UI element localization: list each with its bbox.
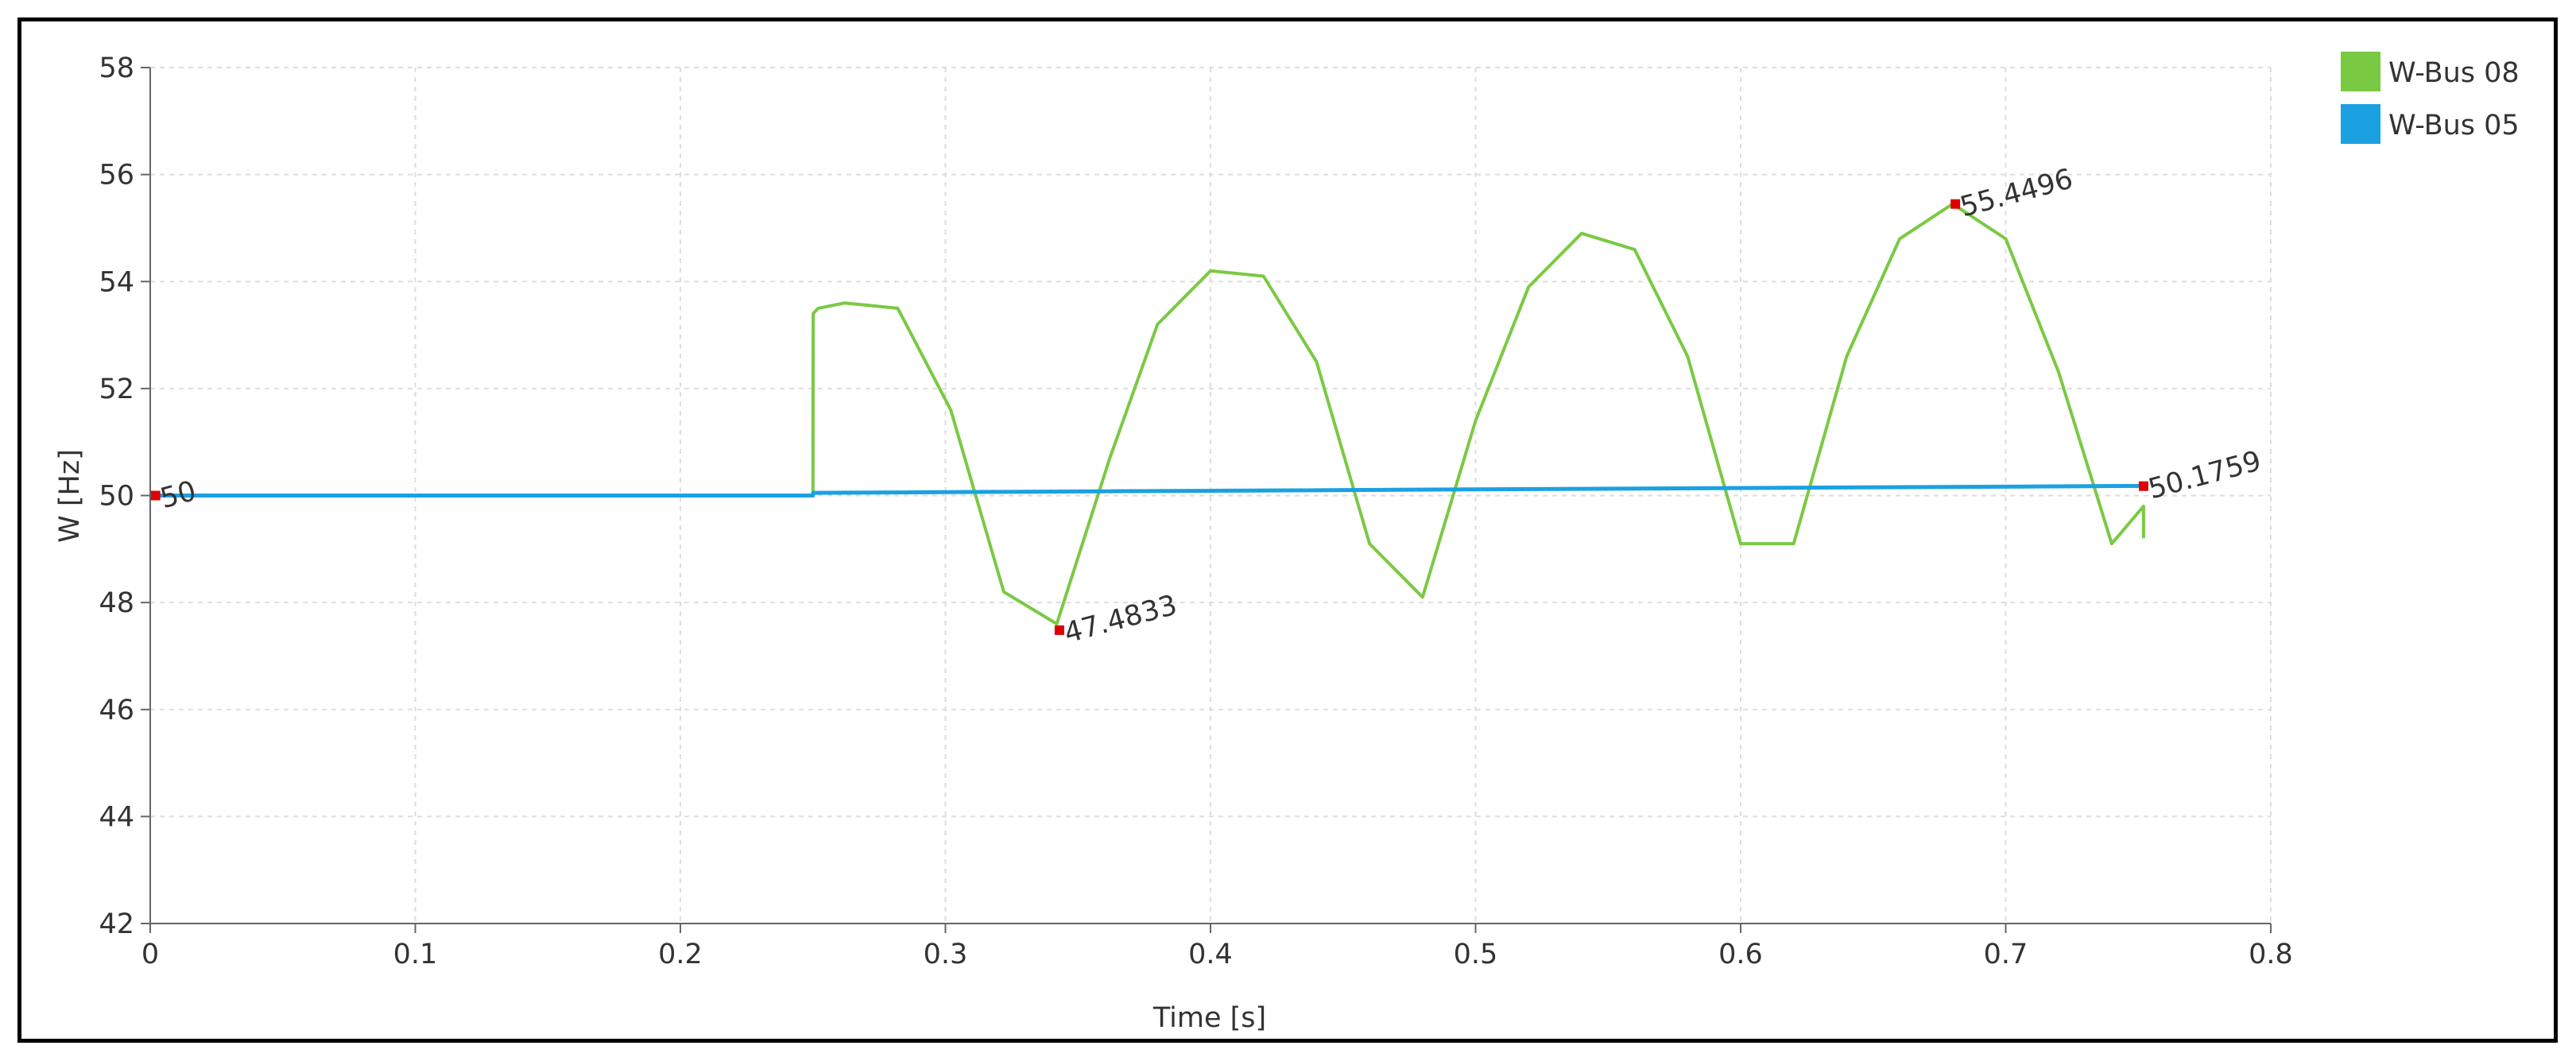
axes: 0 0.1 0.2 0.3 0.4 0.5 0.6 0.7 0.8 42 44 46 48 50 52 54 5… xyxy=(99,52,2292,970)
legend: W-Bus 08 W-Bus 05 xyxy=(2341,52,2520,144)
y-tick-label: 42 xyxy=(99,908,134,940)
y-tick-label: 46 xyxy=(99,695,134,726)
y-tick-label: 56 xyxy=(99,160,134,192)
series-lines xyxy=(150,202,2145,625)
x-tick-label: 0.7 xyxy=(1984,939,2028,970)
x-tick-label: 0.4 xyxy=(1188,939,1233,970)
y-tick-label: 54 xyxy=(99,266,134,298)
series-line-2 xyxy=(150,483,2144,498)
y-tick-label: 52 xyxy=(99,374,134,405)
chart-frame: 0 0.1 0.2 0.3 0.4 0.5 0.6 0.7 0.8 42 44 46 48 50 52 54 5… xyxy=(17,17,2558,1043)
legend-label: W-Bus 08 xyxy=(2388,57,2520,89)
x-tick-label: 0.3 xyxy=(924,939,968,970)
x-tick-label: 0 xyxy=(141,939,159,970)
x-tick-label: 0.5 xyxy=(1454,939,1498,970)
y-tick-label: 48 xyxy=(99,587,134,619)
annotation-marker xyxy=(2138,481,2148,491)
annotation-label: 50 xyxy=(157,475,199,515)
x-tick-label: 0.2 xyxy=(658,939,703,970)
annotation-marker xyxy=(1054,625,1064,635)
y-tick-label: 58 xyxy=(99,52,134,84)
annotations: 50 47.4833 55.4496 50.1759 xyxy=(150,163,2264,650)
y-tick-label: 44 xyxy=(99,801,134,833)
y-axis-title: W [Hz] xyxy=(54,449,86,543)
legend-swatch xyxy=(2341,104,2380,144)
annotation-label: 55.4496 xyxy=(1957,163,2076,223)
chart: 0 0.1 0.2 0.3 0.4 0.5 0.6 0.7 0.8 42 44 46 48 50 52 54 5… xyxy=(54,52,2520,1034)
x-tick-label: 0.8 xyxy=(2249,939,2293,970)
annotation-marker xyxy=(1950,199,1961,209)
y-tick-label: 50 xyxy=(99,481,134,513)
annotation-label: 47.4833 xyxy=(1061,590,1180,650)
x-axis-title: Time [s] xyxy=(1152,1002,1266,1034)
legend-swatch xyxy=(2341,52,2380,91)
series-line-1 xyxy=(150,202,2145,625)
annotation-label: 50.1759 xyxy=(2145,445,2264,505)
x-tick-label: 0.6 xyxy=(1718,939,1763,970)
annotation-marker xyxy=(150,490,161,501)
legend-label: W-Bus 05 xyxy=(2388,110,2520,141)
x-tick-label: 0.1 xyxy=(393,939,438,970)
